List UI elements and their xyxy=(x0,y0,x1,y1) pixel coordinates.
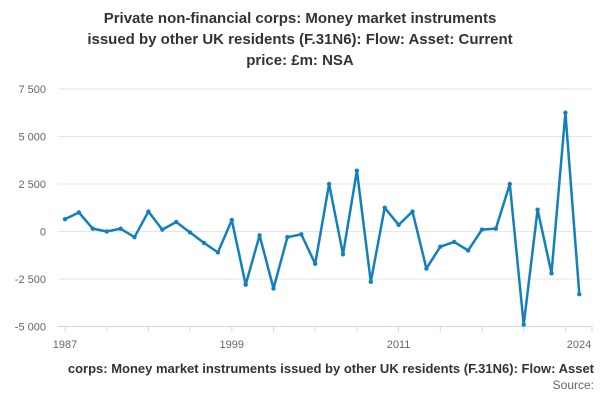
data-point[interactable] xyxy=(285,235,290,240)
data-point[interactable] xyxy=(201,240,207,246)
data-point[interactable] xyxy=(354,168,360,173)
y-axis-tick-label: -5 000 xyxy=(15,322,46,334)
data-point[interactable] xyxy=(452,239,457,245)
data-point[interactable] xyxy=(438,244,443,249)
source-label: Source: xyxy=(552,378,594,392)
data-point[interactable] xyxy=(326,181,332,187)
data-point[interactable] xyxy=(76,210,82,215)
data-point[interactable] xyxy=(521,322,526,327)
data-point[interactable] xyxy=(507,181,512,187)
data-point[interactable] xyxy=(549,271,554,276)
x-axis-tick-label: 2024 xyxy=(567,339,591,351)
data-point[interactable] xyxy=(174,219,179,225)
data-point[interactable] xyxy=(313,261,318,266)
chart-title: Private non-financial corps: Money marke… xyxy=(87,10,513,69)
data-point[interactable] xyxy=(271,286,276,291)
data-point[interactable] xyxy=(535,207,540,212)
data-point[interactable] xyxy=(90,226,96,231)
data-point[interactable] xyxy=(215,250,221,255)
data-point[interactable] xyxy=(424,266,429,271)
data-point[interactable] xyxy=(340,252,346,257)
data-point[interactable] xyxy=(465,248,471,253)
data-point[interactable] xyxy=(146,209,151,214)
data-point[interactable] xyxy=(396,222,401,228)
data-point[interactable] xyxy=(187,230,193,235)
data-point[interactable] xyxy=(577,292,582,297)
y-axis-tick-label: 2 500 xyxy=(18,179,46,191)
data-point[interactable] xyxy=(243,282,248,287)
y-axis-tick-label: 0 xyxy=(40,227,46,239)
data-point[interactable] xyxy=(410,209,415,214)
data-point[interactable] xyxy=(493,226,499,231)
y-axis-tick-label: 5 000 xyxy=(18,132,46,144)
data-point[interactable] xyxy=(382,205,387,210)
x-axis-tick-label: 2011 xyxy=(387,339,411,351)
data-point[interactable] xyxy=(132,235,137,240)
data-point[interactable] xyxy=(257,233,262,238)
data-point[interactable] xyxy=(62,216,68,222)
x-axis-tick-label: 1987 xyxy=(53,339,77,351)
data-point[interactable] xyxy=(104,229,109,234)
data-line xyxy=(63,111,581,326)
data-point[interactable] xyxy=(368,279,373,285)
data-point[interactable] xyxy=(118,226,123,231)
data-point[interactable] xyxy=(229,217,234,223)
y-axis-tick-label: -2 500 xyxy=(15,274,46,286)
data-point[interactable] xyxy=(479,227,485,232)
x-axis-tick-label: 1999 xyxy=(220,339,244,351)
data-point[interactable] xyxy=(563,110,568,115)
footer-title-ticker: corps: Money market instruments issued b… xyxy=(67,361,594,376)
data-point[interactable] xyxy=(299,232,304,237)
data-point[interactable] xyxy=(160,227,165,232)
y-axis-tick-label: 7 500 xyxy=(18,84,46,96)
